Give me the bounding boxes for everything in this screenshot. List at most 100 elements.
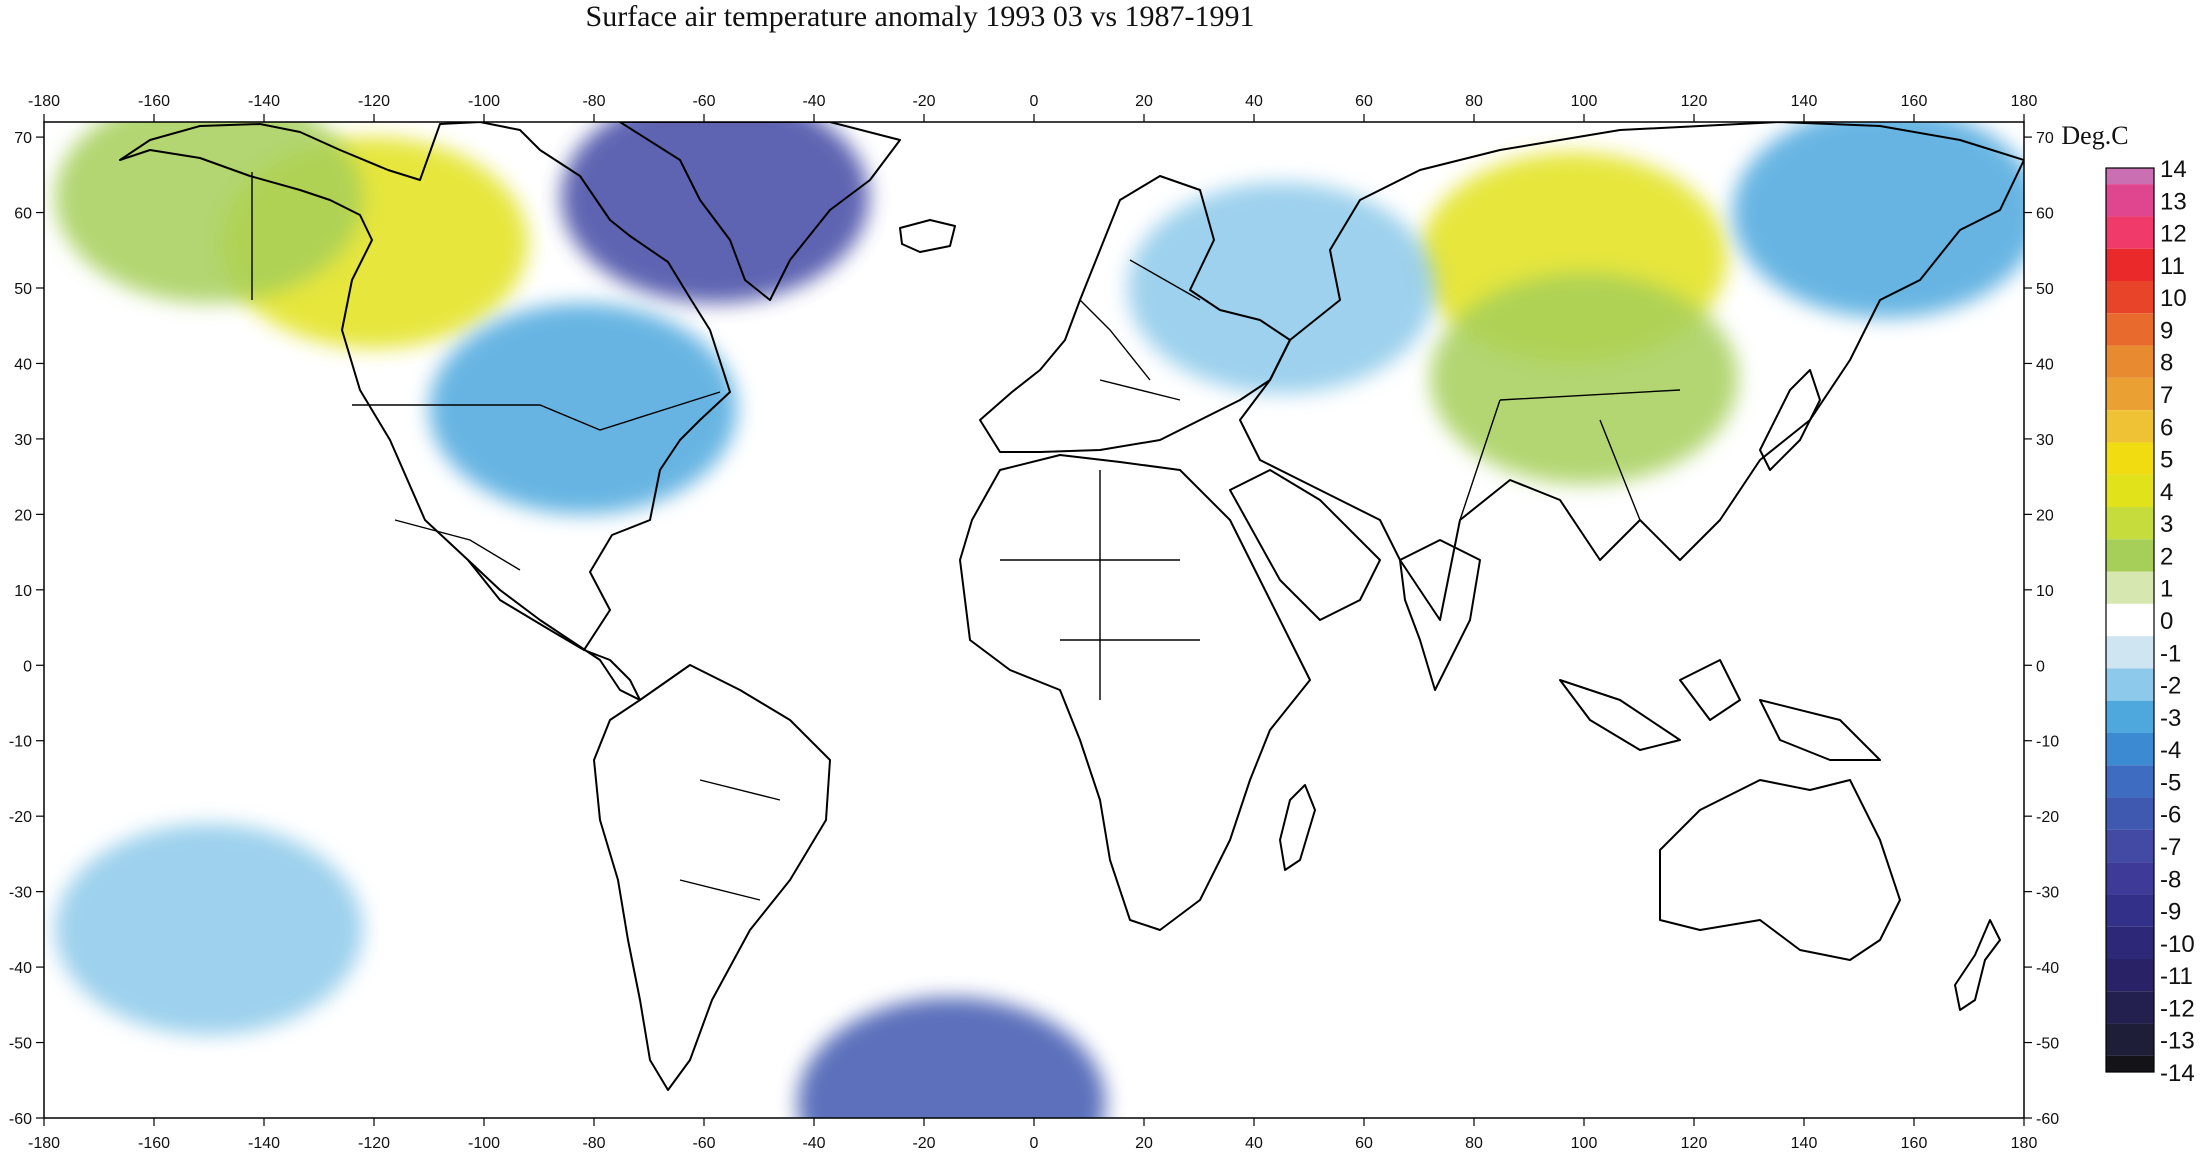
lon-tick-label: 180	[2011, 1135, 2038, 1152]
colorbar-tick-label: 12	[2160, 221, 2187, 248]
colorbar-swatch	[2106, 507, 2154, 540]
colorbar-swatch	[2106, 442, 2154, 475]
lon-tick-label: 20	[1135, 1135, 1153, 1152]
lon-tick-label: 120	[1681, 93, 1708, 110]
colorbar-tick-label: -8	[2160, 866, 2181, 893]
lon-tick-label: -40	[802, 93, 825, 110]
colorbar-swatch	[2106, 797, 2154, 830]
colorbar-swatch	[2106, 1023, 2154, 1056]
lon-tick-label: -80	[582, 1135, 605, 1152]
lat-tick-label: 60	[14, 206, 32, 223]
border-us-mexico	[394, 519, 521, 571]
lat-tick-label: -20	[2036, 809, 2059, 826]
lat-tick-label: 30	[14, 432, 32, 449]
border-us-canada	[352, 391, 721, 431]
colorbar-tick-label: -9	[2160, 899, 2181, 926]
colorbar: Deg.C 14131211109876543210-1-2-3-4-5-6-7…	[2061, 121, 2194, 1087]
lon-tick-label: -160	[138, 1135, 170, 1152]
coast-japan	[1759, 369, 1821, 471]
border-africa	[1000, 470, 1200, 700]
colorbar-swatch	[2106, 216, 2154, 249]
colorbar-tick-label: -11	[2160, 963, 2193, 990]
colorbar-tick-label: 1	[2160, 576, 2173, 603]
lon-tick-label: -60	[692, 93, 715, 110]
anomaly-blob	[561, 122, 869, 304]
lon-tick-label: -60	[692, 1135, 715, 1152]
colorbar-tick-label: 5	[2160, 447, 2173, 474]
colorbar-tick-label: 7	[2160, 382, 2173, 409]
coast-north-america	[119, 122, 731, 651]
lon-tick-label: -180	[28, 93, 60, 110]
lon-tick-label: 60	[1355, 1135, 1373, 1152]
coast-greenland	[619, 122, 901, 301]
colorbar-tick-label: -1	[2160, 640, 2181, 667]
lon-tick-label: -100	[468, 1135, 500, 1152]
lat-tick-label: -30	[9, 885, 32, 902]
colorbar-tick-label: -6	[2160, 802, 2181, 829]
lat-tick-label: 70	[14, 130, 32, 147]
colorbar-tick-label: 9	[2160, 317, 2173, 344]
lat-tick-label: -50	[9, 1036, 32, 1053]
anomaly-blob	[1732, 122, 2024, 319]
lon-tick-label: -180	[28, 1135, 60, 1152]
lon-tick-label: 180	[2011, 93, 2038, 110]
lon-tick-label: -20	[912, 1135, 935, 1152]
lon-tick-label: -40	[802, 1135, 825, 1152]
lon-tick-label: -140	[248, 93, 280, 110]
lat-tick-label: 70	[2036, 130, 2054, 147]
colorbar-swatches	[2105, 167, 2155, 1073]
colorbar-tick-label: 0	[2160, 608, 2173, 635]
lon-tick-label: 80	[1465, 1135, 1483, 1152]
colorbar-tick-label: 8	[2160, 350, 2173, 377]
lon-tick-label: -120	[358, 93, 390, 110]
map-axes: -180-180-160-160-140-140-120-120-100-100…	[9, 93, 2059, 1152]
colorbar-swatch	[2106, 862, 2154, 895]
colorbar-tick-label: 4	[2160, 479, 2173, 506]
colorbar-tick-label: -2	[2160, 673, 2181, 700]
lat-tick-label: 20	[2036, 507, 2054, 524]
colorbar-swatch	[2106, 168, 2154, 185]
lon-tick-label: 80	[1465, 93, 1483, 110]
lat-tick-label: -50	[2036, 1036, 2059, 1053]
colorbar-swatch	[2106, 571, 2154, 604]
anomaly-field	[55, 122, 2024, 1118]
coast-south-america	[593, 664, 831, 1091]
coast-new-zealand	[1954, 919, 2001, 1011]
lon-tick-label: -140	[248, 1135, 280, 1152]
colorbar-tick-label: -14	[2160, 1060, 2195, 1087]
colorbar-swatch	[2106, 410, 2154, 443]
colorbar-tick-label: 11	[2160, 253, 2185, 280]
anomaly-blob	[55, 122, 363, 304]
lon-tick-label: 140	[1791, 93, 1818, 110]
border-asia	[1459, 389, 1681, 521]
lon-tick-label: 120	[1681, 1135, 1708, 1152]
colorbar-tick-label: 14	[2160, 156, 2187, 183]
coast-asia	[1239, 122, 2024, 621]
lat-tick-label: 0	[23, 658, 32, 675]
colorbar-swatch	[2106, 894, 2154, 927]
colorbar-tick-label: 13	[2160, 188, 2187, 215]
colorbar-swatch	[2106, 313, 2154, 346]
lon-tick-label: -20	[912, 93, 935, 110]
country-borders	[251, 172, 1681, 901]
coast-india	[1399, 539, 1481, 691]
lon-tick-label: -120	[358, 1135, 390, 1152]
lat-tick-label: 10	[14, 583, 32, 600]
lon-tick-label: -100	[468, 93, 500, 110]
lat-tick-label: -10	[9, 734, 32, 751]
colorbar-tick-label: -4	[2160, 737, 2181, 764]
colorbar-tick-label: -12	[2160, 995, 2195, 1022]
coast-africa	[959, 454, 1311, 931]
lat-tick-label: -40	[2036, 960, 2059, 977]
colorbar-tick-label: -10	[2160, 931, 2195, 958]
colorbar-swatch	[2106, 636, 2154, 669]
coastlines	[119, 122, 2024, 1091]
lon-tick-label: 0	[1030, 93, 1039, 110]
colorbar-labels: 14131211109876543210-1-2-3-4-5-6-7-8-9-1…	[2160, 156, 2195, 1087]
lat-tick-label: -20	[9, 809, 32, 826]
border-south-america	[679, 779, 781, 901]
lon-tick-label: 20	[1135, 93, 1153, 110]
lon-tick-label: 100	[1571, 93, 1598, 110]
colorbar-tick-label: -5	[2160, 769, 2181, 796]
